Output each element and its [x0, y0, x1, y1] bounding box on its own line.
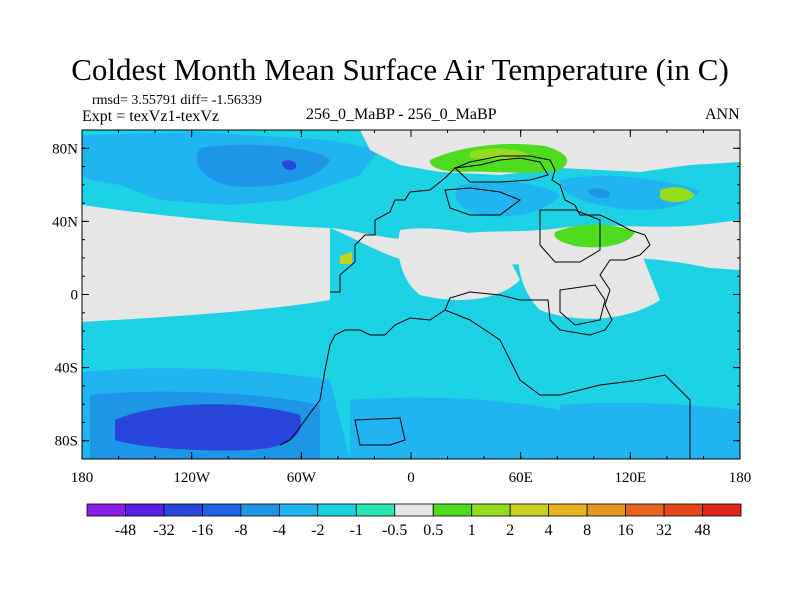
y-tick-label: 80N — [52, 141, 78, 157]
experiment-label: Expt = texVz1-texVz — [82, 108, 219, 125]
x-tick-label: 120E — [614, 470, 646, 486]
colorbar-label: 32 — [656, 522, 672, 539]
colorbar-swatch — [625, 503, 665, 517]
coastline-south-block — [354, 417, 406, 446]
colorbar-swatch — [394, 503, 434, 517]
field-south-pacific-core — [115, 404, 301, 451]
colorbar-swatch — [702, 503, 742, 517]
field-south-atlantic — [350, 397, 560, 459]
field-asia-patch — [560, 175, 700, 210]
colorbar-label: -48 — [115, 522, 136, 539]
continent-outlines — [279, 155, 691, 459]
colorbar-label: -0.5 — [382, 522, 407, 539]
colorbar-label: 48 — [695, 522, 711, 539]
field-east-asia-patch — [588, 188, 611, 198]
field-south-indian — [560, 402, 740, 459]
x-tick-label: 60E — [509, 470, 533, 486]
colorbar-label: -8 — [234, 522, 247, 539]
chart-title: Coldest Month Mean Surface Air Temperatu… — [71, 52, 729, 87]
colorbar-swatch — [548, 503, 588, 517]
x-tick-label: 60W — [287, 470, 317, 486]
colorbar-swatch — [586, 503, 626, 517]
colorbar-swatch — [663, 503, 703, 517]
field-africa-warm — [340, 252, 352, 264]
colorbar-swatch — [355, 503, 396, 517]
axis-tick-labels: 180 120W 60W 0 60E 120E 180 80N 40N 0 40S 80S — [52, 141, 751, 486]
map-field — [82, 130, 740, 459]
colorbar-label: 0.5 — [423, 522, 443, 539]
coastline-asia-block — [539, 209, 601, 263]
colorbar: -48 -32 -16 -8 -4 -2 -1 -0.5 0.5 1 2 4 8 16 32 48 — [86, 503, 742, 539]
coastline-pangea-west — [279, 155, 651, 446]
x-tick-label: 120W — [173, 470, 211, 486]
axis-ticks — [81, 129, 741, 460]
field-north-pacific-min — [282, 160, 297, 170]
case-label: 256_0_MaBP - 256_0_MaBP — [306, 106, 497, 123]
stats-line: rmsd= 3.55791 diff= -1.56339 — [92, 93, 262, 108]
colorbar-swatch — [240, 503, 280, 517]
y-tick-label: 0 — [71, 288, 79, 304]
field-siberia-warm-core — [470, 148, 530, 160]
colorbar-label: -32 — [153, 522, 174, 539]
field-north-pacific-core — [196, 144, 330, 187]
colorbar-swatch — [317, 503, 357, 517]
colorbar-swatch — [125, 503, 165, 517]
colorbar-swatch — [86, 503, 126, 517]
field-tropical-east — [518, 239, 660, 319]
season-label: ANN — [705, 106, 740, 123]
colorbar-label: 1 — [468, 522, 476, 539]
colorbar-label: 16 — [618, 522, 634, 539]
field-asia-warm-small — [660, 187, 695, 203]
y-tick-label: 40S — [55, 361, 78, 377]
x-tick-label: 0 — [407, 470, 415, 486]
colorbar-swatch — [432, 503, 473, 517]
coastline-pangea-south — [444, 309, 691, 459]
x-tick-label: 180 — [71, 470, 94, 486]
y-tick-label: 40N — [52, 214, 78, 230]
coastline-siberia-block — [444, 187, 522, 216]
colorbar-swatch — [278, 503, 319, 517]
colorbar-label: -4 — [273, 522, 286, 539]
colorbar-label: 4 — [545, 522, 553, 539]
colorbar-swatch — [163, 503, 203, 517]
y-tick-label: 80S — [55, 434, 78, 450]
colorbar-swatch — [202, 503, 242, 517]
colorbar-label: 2 — [506, 522, 514, 539]
colorbar-label: -16 — [192, 522, 213, 539]
colorbar-label: -1 — [350, 522, 363, 539]
x-tick-label: 180 — [729, 470, 752, 486]
colorbar-label: -2 — [311, 522, 324, 539]
colorbar-swatch — [471, 503, 511, 517]
field-asia-warm — [554, 224, 635, 248]
coastline-africa-block — [559, 284, 606, 326]
colorbar-label: 8 — [583, 522, 591, 539]
colorbar-swatch — [509, 503, 550, 517]
field-atlantic-patch — [455, 181, 560, 217]
field-tropical-central — [398, 228, 520, 300]
coastline-arctic-block — [453, 157, 549, 183]
